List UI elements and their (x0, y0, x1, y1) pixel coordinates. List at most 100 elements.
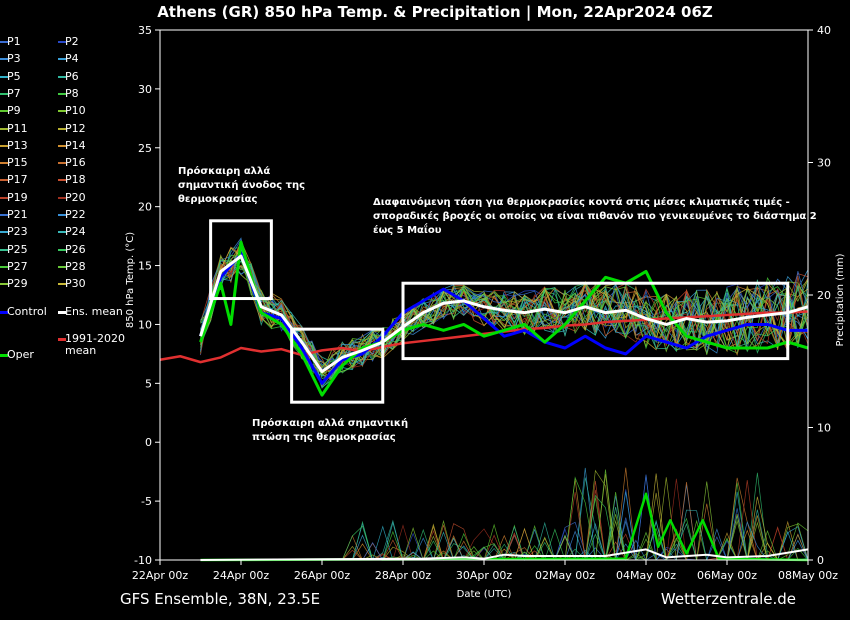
legend-item-p16-label: P16 (65, 156, 86, 170)
legend-item-p11-label: P11 (7, 121, 28, 135)
member-precip-p29 (200, 481, 808, 561)
legend-item-p14-swatch (58, 144, 66, 147)
legend-item-p23-swatch (0, 231, 8, 234)
legend-item-p2-swatch (58, 41, 66, 43)
member-line-p30 (200, 247, 809, 371)
highlight-box-3 (401, 281, 790, 361)
legend-item-p26-label: P26 (65, 242, 86, 256)
member-precip-p13 (200, 478, 808, 561)
y2-tick-label: 10 (817, 422, 831, 435)
member-precip-p23 (200, 491, 809, 561)
annotation-3-line-3: έως 5 Μαΐου (373, 222, 442, 236)
legend-item-oper-swatch (0, 354, 8, 357)
y-tick-label: 10 (138, 318, 152, 331)
y-tick-label: -5 (141, 495, 152, 508)
member-precip-p27 (200, 476, 808, 561)
annotation-2-line-2: πτώση της θερμοκρασίας (252, 431, 396, 443)
x-tick-label: 08May 00z (778, 569, 838, 582)
source-credit: Wetterzentrale.de (660, 590, 796, 608)
legend-item-p30-label: P30 (65, 277, 86, 291)
legend-item-p1-swatch (0, 41, 8, 43)
annotation-1-line-3: θερμοκρασίας (178, 193, 258, 205)
legend-item-p10-swatch (58, 110, 66, 113)
legend-item-p26-swatch (58, 248, 66, 251)
member-precip-p9 (200, 492, 808, 561)
legend-item-ens-mean-label: Ens. mean (65, 305, 123, 318)
highlight-box-2 (290, 327, 385, 404)
y-tick-label: -10 (134, 554, 152, 567)
legend-item-p24-swatch (58, 231, 66, 234)
legend-item-p5-swatch (0, 75, 8, 78)
legend-item-p28-label: P28 (65, 259, 86, 273)
legend-item-p18-swatch (58, 179, 66, 182)
legend-item-control-swatch (0, 311, 8, 314)
x-axis-label: Date (UTC) (457, 589, 512, 600)
legend-item-p11-swatch (0, 127, 8, 130)
legend-item-p27-swatch (0, 265, 8, 268)
member-precip-p20 (200, 478, 808, 561)
member-precip-p1 (200, 474, 808, 561)
legend-item-p27-label: P27 (7, 259, 28, 273)
x-tick-label: 22Apr 00z (132, 569, 189, 582)
legend-item-p24-label: P24 (65, 225, 86, 239)
legend-item-p29-label: P29 (7, 277, 28, 291)
legend-item-p6-swatch (58, 75, 66, 78)
member-precip-p4 (200, 467, 808, 562)
legend-item-p30-swatch (58, 283, 66, 286)
y-tick-label: 35 (138, 24, 152, 37)
legend-item-p22-label: P22 (65, 208, 86, 221)
legend-item-p8-label: P8 (65, 86, 79, 100)
y-tick-label: 0 (145, 436, 152, 449)
legend-item-p10-label: P10 (65, 104, 86, 118)
legend-item-p13-label: P13 (7, 138, 28, 152)
annotation-3-line-2: σποραδικές βροχές οι οποίες να είναι πιθ… (373, 210, 817, 222)
legend-item-p25-label: P25 (7, 242, 28, 256)
legend-item-p14-label: P14 (65, 138, 86, 152)
legend-item-p17-swatch (0, 179, 8, 182)
annotation-1-line-1: Πρόσκαιρη αλλά (178, 165, 270, 177)
legend-item-p7-label: P7 (7, 86, 21, 100)
member-precip-p12 (200, 473, 808, 561)
chart-title: Athens (GR) 850 hPa Temp. & Precipitatio… (157, 3, 713, 21)
legend-item-p20-label: P20 (65, 190, 86, 204)
member-precip-p7 (200, 472, 808, 561)
y-tick-label: 25 (138, 142, 152, 155)
main-series-layer (159, 240, 809, 562)
legend-item-p15-label: P15 (7, 156, 28, 170)
member-precip-p30 (200, 473, 808, 561)
legend-item-p19-label: P19 (7, 190, 28, 204)
x-tick-label: 02May 00z (535, 569, 595, 582)
legend-item-p1-label: P1 (7, 35, 21, 48)
legend-item-p21-swatch (0, 214, 8, 216)
member-line-p7 (200, 247, 809, 389)
member-precip-p5 (200, 491, 808, 561)
legend-item-climate-mean-swatch (58, 338, 66, 341)
annotation-layer: Πρόσκαιρη αλλά σημαντική άνοδος της θερμοκ… (178, 165, 817, 443)
member-precip-p6 (200, 477, 809, 561)
ens-mean-line (199, 254, 809, 374)
y-tick-label: 20 (138, 201, 152, 214)
annotation-1-line-2: σημαντική άνοδος της (178, 179, 305, 191)
legend-item-ens-mean-swatch (58, 311, 66, 314)
x-tick-label: 04May 00z (616, 569, 676, 582)
legend-item-p7-swatch (0, 92, 8, 95)
member-precip-p15 (200, 467, 809, 561)
member-precip-p28 (200, 469, 809, 561)
legend-item-p17-label: P17 (7, 173, 28, 187)
legend-item-p21-label: P21 (7, 208, 28, 221)
legend-item-p9-swatch (0, 110, 8, 113)
climate-mean-line (159, 310, 809, 364)
y2-tick-label: 40 (817, 24, 831, 37)
ens-mean-precip-line (200, 548, 809, 561)
member-precip-p16 (200, 482, 808, 561)
legend-item-p4-label: P4 (65, 52, 79, 66)
legend-item-p25-swatch (0, 248, 8, 251)
y-axis-label: 850 hPa Temp. (°C) (125, 232, 136, 328)
legend-item-p8-swatch (58, 92, 66, 95)
legend-item-p19-swatch (0, 196, 8, 199)
member-precip-p11 (200, 469, 808, 561)
legend-item-p29-swatch (0, 283, 8, 286)
legend-item-p3-label: P3 (7, 52, 21, 66)
member-precip-p21 (200, 475, 808, 561)
